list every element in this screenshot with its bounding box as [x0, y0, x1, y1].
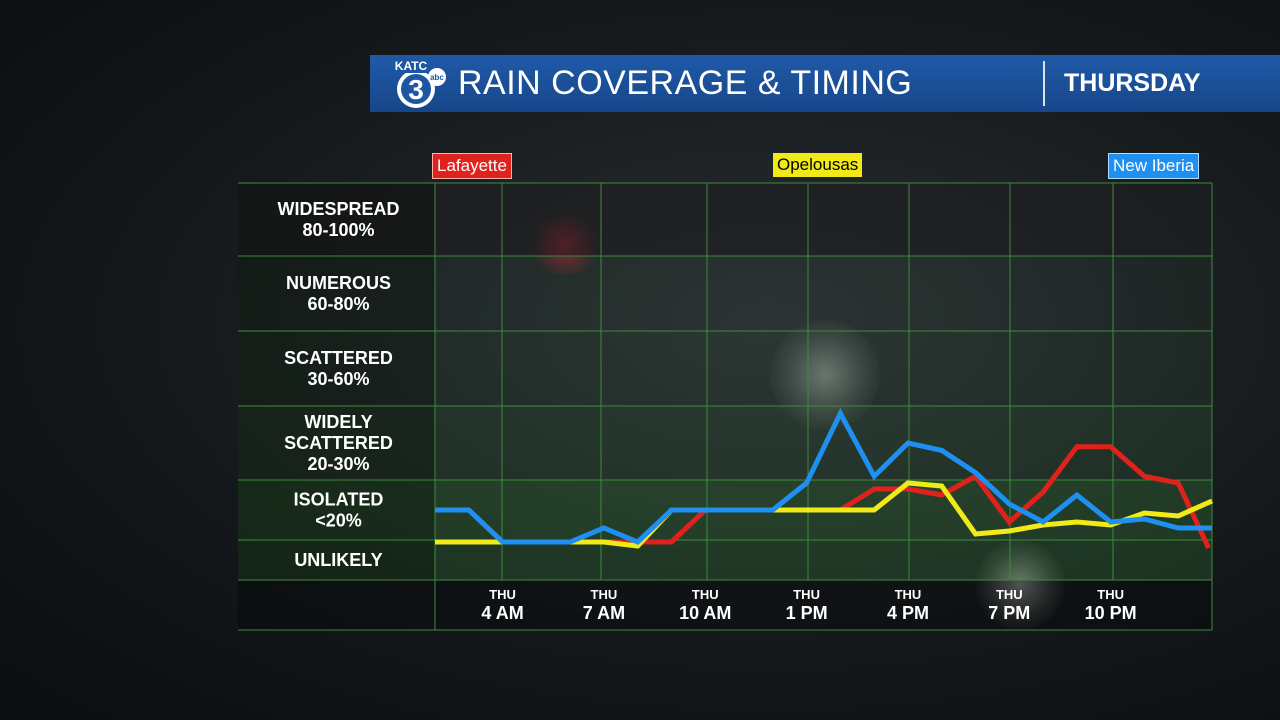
band-1 — [238, 540, 1212, 580]
y-axis-labels: UNLIKELYISOLATED<20%WIDELYSCATTERED20-30… — [277, 199, 399, 570]
x-tick-day-6: THU — [996, 587, 1023, 602]
band-5 — [238, 256, 1212, 331]
x-axis-bg — [238, 580, 1212, 630]
x-tick-day-3: THU — [692, 587, 719, 602]
x-tick-time-5: 4 PM — [887, 603, 929, 623]
header-divider — [1043, 61, 1045, 106]
y-label-5-line-1: NUMEROUS — [286, 273, 391, 293]
page-title: RAIN COVERAGE & TIMING — [458, 64, 913, 102]
katc-abc-logo-icon: KATC 3 abc — [392, 57, 448, 111]
x-tick-day-2: THU — [591, 587, 618, 602]
band-4 — [238, 331, 1212, 406]
legend-new-iberia: New Iberia — [1108, 153, 1200, 179]
logo-katc-text: KATC — [395, 59, 428, 73]
chart-bands — [238, 183, 1212, 630]
label-column-bg — [238, 183, 435, 580]
y-label-2-line-2: <20% — [315, 511, 362, 531]
x-tick-time-2: 7 AM — [583, 603, 625, 623]
y-label-6-line-1: WIDESPREAD — [277, 199, 399, 219]
band-6 — [238, 183, 1212, 256]
band-3 — [238, 406, 1212, 480]
header-bar: KATC 3 abc RAIN COVERAGE & TIMING THURSD… — [370, 55, 1280, 112]
x-tick-time-7: 10 PM — [1085, 603, 1137, 623]
logo-number: 3 — [408, 74, 424, 105]
x-tick-day-1: THU — [489, 587, 516, 602]
chart-series-lines — [435, 407, 1214, 550]
x-tick-day-4: THU — [793, 587, 820, 602]
day-label: THURSDAY — [1064, 69, 1201, 97]
y-label-3-line-2: SCATTERED — [284, 433, 393, 453]
series-line-new-iberia — [435, 407, 1212, 545]
legend-lafayette: Lafayette — [432, 153, 512, 179]
y-label-6-line-2: 80-100% — [302, 220, 374, 240]
y-label-5-line-2: 60-80% — [307, 294, 369, 314]
legend-opelousas: Opelousas — [773, 153, 863, 177]
x-tick-time-4: 1 PM — [786, 603, 828, 623]
x-tick-time-3: 10 AM — [679, 603, 731, 623]
y-label-3-line-3: 20-30% — [307, 454, 369, 474]
x-tick-day-5: THU — [895, 587, 922, 602]
chart-grid — [238, 182, 1213, 631]
y-label-1-line-1: UNLIKELY — [294, 550, 382, 570]
y-label-4-line-1: SCATTERED — [284, 348, 393, 368]
x-tick-day-7: THU — [1097, 587, 1124, 602]
x-tick-time-6: 7 PM — [988, 603, 1030, 623]
y-label-2-line-1: ISOLATED — [294, 490, 384, 510]
x-tick-time-1: 4 AM — [481, 603, 523, 623]
y-label-4-line-2: 30-60% — [307, 369, 369, 389]
y-label-3-line-1: WIDELY — [304, 412, 372, 432]
logo-abc-text: abc — [430, 73, 444, 82]
